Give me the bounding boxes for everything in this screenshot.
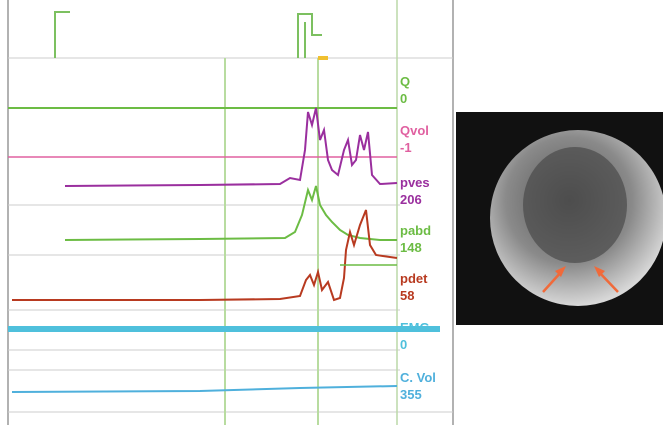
channel-value: 148 xyxy=(400,240,422,255)
channel-name: EMG xyxy=(400,320,430,335)
channel-value: 355 xyxy=(400,387,422,402)
channel-name: Qvol xyxy=(400,123,429,138)
marker xyxy=(318,56,328,60)
channel-name: pdet xyxy=(400,271,428,286)
channel-name: pves xyxy=(400,175,430,190)
bladder-shadow xyxy=(523,147,627,263)
channel-value: 206 xyxy=(400,192,422,207)
channel-value: 0 xyxy=(400,337,407,352)
channel-value: -1 xyxy=(400,140,412,155)
channel-name: pabd xyxy=(400,223,431,238)
screenshot: Q 0 Qvol -1 pves 206 pabd 148 pdet 58 EM… xyxy=(0,0,663,425)
channel-name: Q xyxy=(400,74,410,89)
channel-value: 0 xyxy=(400,91,407,106)
channel-name: C. Vol xyxy=(400,370,436,385)
channel-value: 58 xyxy=(400,288,414,303)
